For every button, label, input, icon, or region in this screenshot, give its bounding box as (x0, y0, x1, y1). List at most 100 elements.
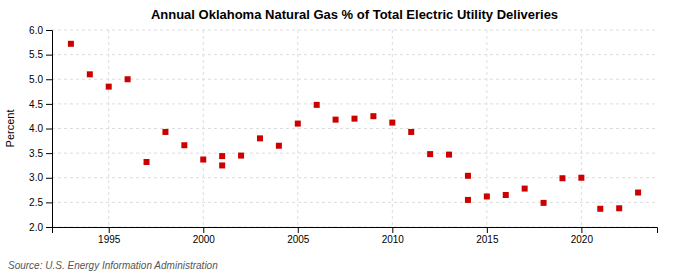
y-tick: 4.5 (29, 99, 52, 110)
y-tick-mark (46, 55, 52, 56)
y-grid-line (52, 153, 657, 154)
point (465, 197, 471, 203)
point (465, 173, 471, 179)
x-tick: 1995 (98, 227, 121, 245)
x-tick: 2005 (287, 227, 310, 245)
point (200, 157, 206, 163)
y-axis-label: Percent (4, 110, 16, 148)
y-tick: 4.0 (29, 123, 52, 134)
point (125, 76, 131, 82)
x-tick: 2015 (476, 227, 499, 245)
y-grid-line (52, 54, 657, 55)
point (427, 151, 433, 157)
y-grid-line (52, 128, 657, 129)
x-tick-mark (109, 227, 110, 233)
point (522, 186, 528, 192)
point (333, 117, 339, 123)
point (238, 153, 244, 159)
x-grid-line (581, 30, 582, 227)
y-grid-line (52, 103, 657, 104)
x-grid-line (392, 30, 393, 227)
point (162, 129, 168, 135)
x-tick-label: 2010 (382, 234, 405, 245)
x-axis-line (53, 228, 658, 234)
point (541, 200, 547, 206)
y-tick-label: 4.0 (29, 123, 43, 134)
point (352, 116, 358, 122)
y-grid-line (52, 202, 657, 203)
x-tick-label: 2000 (193, 234, 216, 245)
point (597, 206, 603, 212)
point (144, 159, 150, 165)
point (578, 175, 584, 181)
y-tick-label: 2.0 (29, 222, 43, 233)
point (295, 121, 301, 127)
x-tick: 2010 (382, 227, 405, 245)
plot-area: 1995 2000 2005 2010 2015 2020 2.0 2.5 3.0 3.5 4.0 4… (29, 25, 657, 245)
y-tick-mark (46, 202, 52, 203)
point (219, 162, 225, 168)
x-tick-label: 2005 (287, 234, 310, 245)
y-tick: 2.0 (29, 222, 52, 233)
point (106, 84, 112, 90)
x-axis: 1995 2000 2005 2010 2015 2020 (53, 227, 658, 245)
point (181, 142, 187, 148)
y-tick: 5.0 (29, 74, 52, 85)
point (446, 152, 452, 158)
point (559, 175, 565, 181)
y-tick-label: 5.5 (29, 49, 43, 60)
x-grid-line (297, 30, 298, 227)
point (370, 113, 376, 119)
y-tick-label: 4.5 (29, 99, 43, 110)
y-tick-label: 6.0 (29, 25, 43, 36)
point (68, 41, 74, 47)
grid (52, 30, 657, 227)
point (314, 102, 320, 108)
y-tick: 6.0 (29, 25, 52, 36)
x-grid-line (203, 30, 204, 227)
point (87, 71, 93, 77)
y-tick-label: 2.5 (29, 197, 43, 208)
point (616, 205, 622, 211)
y-tick: 3.5 (29, 148, 52, 159)
x-tick-label: 2020 (571, 234, 594, 245)
point (219, 153, 225, 159)
point (276, 143, 282, 149)
point (257, 135, 263, 141)
x-tick: 2000 (193, 227, 216, 245)
y-tick-mark (46, 178, 52, 179)
point (389, 120, 395, 126)
x-tick-mark (298, 227, 299, 233)
y-tick-mark (46, 227, 52, 228)
x-tick-label: 1995 (98, 234, 121, 245)
x-tick: 2020 (571, 227, 594, 245)
y-tick-mark (46, 129, 52, 130)
chart: 1995 2000 2005 2010 2015 2020 2.0 2.5 3.0 3.5 4.0 4… (0, 0, 675, 275)
y-tick-mark (46, 79, 52, 80)
x-tick-label: 2015 (476, 234, 499, 245)
y-grid-line (52, 177, 657, 178)
y-tick-mark (46, 153, 52, 154)
x-tick-mark (392, 227, 393, 233)
y-tick: 3.0 (29, 172, 52, 183)
x-tick-mark (581, 227, 582, 233)
y-grid-line (52, 79, 657, 80)
y-tick-label: 5.0 (29, 74, 43, 85)
point (503, 192, 509, 198)
y-tick: 5.5 (29, 49, 52, 60)
x-tick-mark (487, 227, 488, 233)
x-tick-mark (203, 227, 204, 233)
y-axis-line (46, 31, 53, 228)
y-tick-label: 3.0 (29, 172, 43, 183)
point (484, 193, 490, 199)
y-axis: 2.0 2.5 3.0 3.5 4.0 4.5 5.0 5.5 6.0 (29, 25, 52, 233)
y-tick: 2.5 (29, 197, 52, 208)
y-tick-mark (46, 30, 52, 31)
source: Source: U.S. Energy Information Administ… (8, 260, 218, 271)
y-tick-mark (46, 104, 52, 105)
x-grid-line (108, 30, 109, 227)
point (635, 190, 641, 196)
title: Annual Oklahoma Natural Gas % of Total E… (151, 7, 558, 22)
point (408, 129, 414, 135)
y-grid-line (52, 30, 657, 31)
